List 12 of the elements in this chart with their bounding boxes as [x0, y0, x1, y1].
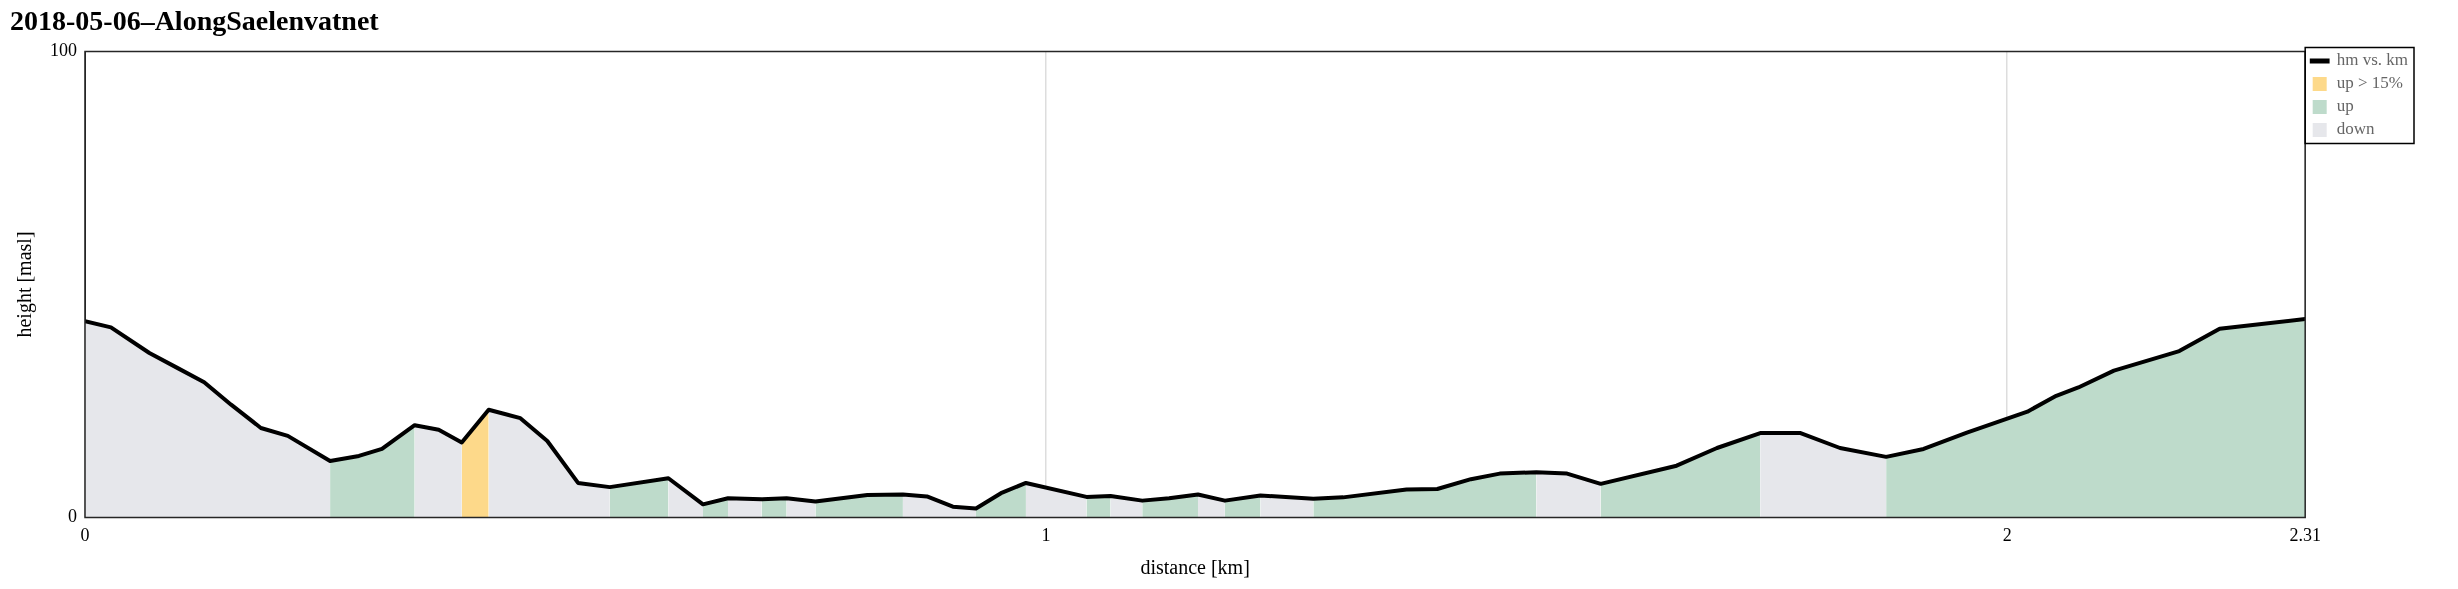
x-tick-label: 2 — [2002, 524, 2012, 545]
legend-label: up > 15% — [2336, 73, 2403, 93]
y-axis-title: height [masl] — [13, 231, 37, 338]
chart-title: 2018-05-06–AlongSaelenvatnet — [10, 5, 380, 37]
x-tick-label: 1 — [1041, 524, 1051, 545]
y-tick-label: 100 — [50, 40, 77, 61]
x-axis-title: distance [km] — [1140, 556, 1250, 579]
x-tick-label: 2.31 — [2289, 524, 2321, 545]
legend-label: down — [2336, 119, 2375, 139]
legend-label: hm vs. km — [2336, 50, 2408, 70]
legend-label: up — [2336, 96, 2354, 116]
x-tick-label: 0 — [80, 524, 90, 545]
